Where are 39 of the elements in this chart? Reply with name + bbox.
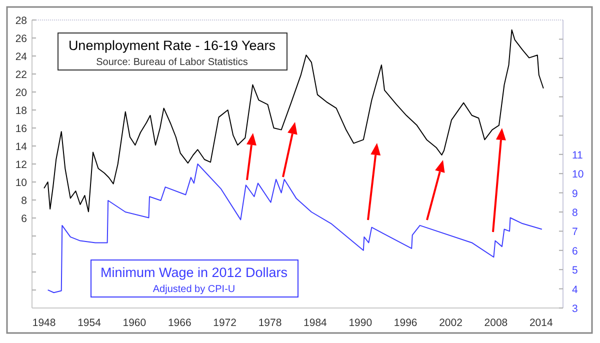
y-tick-label: 18 [15,105,28,117]
x-tick-label: 1960 [122,317,146,329]
x-tick-label: 1972 [213,317,237,329]
y-tick-label: 12 [15,159,28,171]
x-tick-label: 1966 [168,317,192,329]
y-tick-label: 24 [15,51,28,63]
y-tick-label: 16 [15,123,28,135]
y2-tick-label: 9 [572,188,578,200]
y2-tick-label: 11 [572,149,584,162]
y-tick-label: 10 [15,177,28,189]
x-tick-label: 1978 [258,317,282,329]
y-tick-label: 6 [21,213,28,225]
y-tick-label: 26 [15,33,28,45]
x-tick-label: 2014 [529,317,553,329]
y2-tick-label: 4 [572,284,578,296]
line-series [44,29,544,212]
text: Source: Bureau of Labor Statistics [96,57,248,68]
y-tick-label: 20 [15,87,28,99]
x-tick-label: 2002 [439,317,463,329]
y-tick-label: 14 [15,141,28,153]
y-tick-label: 8 [21,195,28,207]
y2-tick-label: 5 [572,264,578,277]
series-label: Minimum Wage in 2012 Dollars [100,265,288,280]
text: Unemployment Rate - 16-19 Years [68,38,276,53]
x-tick-label: 1996 [394,317,418,329]
x-tick-label: 2008 [484,317,508,329]
y2-tick-label: 3 [572,303,578,315]
x-tick-label: 1948 [32,317,56,329]
y2-tick-label: 6 [572,245,578,258]
y-tick-label: 28 [15,15,28,27]
y2-tick-label: 8 [572,207,578,219]
y2-tick-label: 7 [572,226,578,238]
x-tick-label: 1990 [348,317,372,329]
y-tick-label: 22 [15,69,28,81]
x-tick-label: 1984 [304,317,328,329]
line-series [47,164,542,294]
annotation: Adjusted by CPI-U [152,284,236,295]
y2-tick-label: 10 [572,168,584,181]
x-tick-label: 1954 [78,317,102,329]
